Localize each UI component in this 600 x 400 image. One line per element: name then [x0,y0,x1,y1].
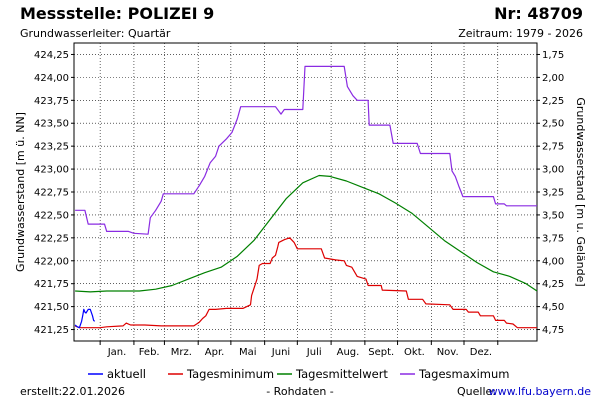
legend-label-min: Tagesminimum [186,367,274,381]
y2-tick-label: 4,75 [542,325,564,336]
month-axis: Jan. Feb. Mrz. Apr. Mai Juni Juli Aug. Sept. Okt.… [99,341,499,358]
month-label: Aug. [337,347,360,358]
y2-tick-label: 3,50 [542,210,564,221]
y-tick-label: 423,00 [34,165,69,176]
y2-tick-label: 4,50 [542,302,564,313]
y2-tick-label: 3,25 [542,188,564,199]
y2-tick-label: 2,00 [542,73,564,84]
month-label: Jan. [107,347,127,358]
y-tick-label: 422,00 [34,256,69,267]
y2-tick-label: 4,25 [542,279,564,290]
raw-data-note: - Rohdaten - [266,385,334,398]
y-tick-label: 421,75 [34,279,69,290]
right-axis: 1,75 2,00 2,25 2,50 2,75 3,00 3,25 3,50 3,75 4,00… [537,50,564,336]
y-tick-label: 424,25 [34,50,69,61]
month-label: Feb. [139,347,160,358]
station-number: Nr: 48709 [494,4,583,23]
y-axis-title: Grundwasserstand [m ü. NN] [14,112,27,272]
created-date: 22.01.2026 [62,385,125,398]
month-label: Juli [306,347,322,358]
y-tick-label: 423,25 [34,142,69,153]
y-tick-label: 422,50 [34,210,69,221]
series-mean [75,174,538,293]
y2-tick-label: 1,75 [542,50,564,61]
y2-tick-label: 4,00 [542,256,564,267]
legend-label-max: Tagesmaximum [418,367,509,381]
series-aktuell [74,308,96,329]
grid-lines [74,43,537,341]
month-label: Juni [271,347,290,358]
series-min [74,237,537,329]
series-lines [74,65,538,329]
period-label: Zeitraum: 1979 - 2026 [458,27,583,40]
y-tick-label: 421,50 [34,302,69,313]
month-label: Nov. [437,347,459,358]
y2-tick-label: 2,50 [542,119,564,130]
legend-label-aktuell: aktuell [107,367,146,381]
month-label: Mai [239,347,257,358]
y-tick-label: 424,00 [34,73,69,84]
y-tick-label: 423,75 [34,96,69,107]
month-label: Dez. [470,347,492,358]
y2-tick-label: 3,75 [542,233,564,244]
y2-tick-label: 2,25 [542,96,564,107]
month-label: Mrz. [171,347,192,358]
y-tick-label: 422,25 [34,233,69,244]
legend: aktuell Tagesminimum Tagesmittelwert Tagesm… [88,367,509,381]
month-label: Apr. [205,347,225,358]
y2-axis-title: Grundwasserstand [m u. Gelände] [574,97,587,286]
created-label: erstellt: [20,385,62,398]
aquifer-label: Grundwasserleiter: Quartär [20,27,171,40]
source-label: Quelle: [457,385,496,398]
source-link[interactable]: www.lfu.bayern.de [489,385,592,398]
month-label: Okt. [404,347,425,358]
month-label: Sept. [368,347,394,358]
y-tick-label: 423,50 [34,119,69,130]
y-tick-label: 421,25 [34,325,69,336]
chart-title: Messstelle: POLIZEI 9 [20,4,214,23]
y2-tick-label: 3,00 [542,165,564,176]
y2-tick-label: 2,75 [542,142,564,153]
legend-label-mean: Tagesmittelwert [295,367,388,381]
left-axis: 424,25 424,00 423,75 423,50 423,25 423,00 422,… [34,50,74,336]
series-max [75,65,537,235]
y-tick-label: 422,75 [34,188,69,199]
